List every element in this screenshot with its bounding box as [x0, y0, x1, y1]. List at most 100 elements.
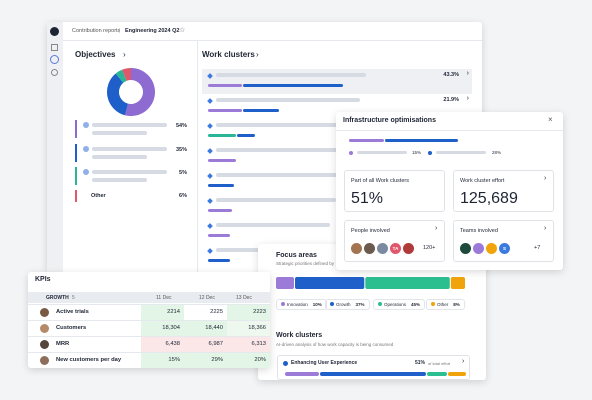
- diamond-icon: [207, 173, 213, 179]
- chevron[interactable]: ›: [544, 175, 547, 182]
- bar-segment: [208, 84, 242, 87]
- nav-icon[interactable]: [50, 55, 59, 64]
- infra-popup: Infrastructure optimisations × 15% 28% P…: [336, 112, 563, 270]
- column-header: 13 Dec: [236, 295, 252, 301]
- placeholder: [92, 170, 167, 174]
- cluster-row[interactable]: [207, 172, 469, 192]
- cluster-row[interactable]: 21.9% ›: [207, 95, 469, 117]
- avatar: [40, 308, 49, 317]
- group-name[interactable]: GROWTH: [46, 295, 69, 301]
- objectives-title[interactable]: Objectives: [75, 50, 116, 59]
- placeholder: [216, 148, 348, 152]
- icon: [283, 361, 288, 366]
- kpi-row[interactable]: Active trials 2214 2225 2223: [28, 304, 270, 320]
- avatar: [351, 243, 362, 254]
- objective-value: 6%: [179, 193, 187, 199]
- focus-subtitle: Strategic priorities defined by: [276, 261, 335, 266]
- check-icon: [83, 122, 89, 128]
- avatar: [364, 243, 375, 254]
- objective-row[interactable]: Other 6%: [75, 190, 187, 202]
- bar-segment: [285, 372, 319, 376]
- bar-segment: [208, 109, 242, 112]
- breadcrumb[interactable]: Contribution reports: [72, 28, 121, 34]
- kpi-title: KPIs: [35, 276, 51, 283]
- cluster-row[interactable]: [207, 222, 469, 242]
- cluster-share: 21.9%: [443, 97, 459, 103]
- kpi-label: Active trials: [56, 309, 89, 315]
- cluster-row[interactable]: [207, 197, 469, 217]
- legend-name: Other: [437, 302, 449, 307]
- avatar: TA: [390, 243, 401, 254]
- team-icon: S: [499, 243, 510, 254]
- stat-card[interactable]: Part of all Work clusters 51%: [344, 170, 445, 212]
- cluster-row[interactable]: [207, 147, 469, 167]
- kpi-row[interactable]: New customers per day 15% 29% 20%: [28, 352, 270, 368]
- kpi-cell: 15%: [141, 353, 184, 368]
- divider: [197, 41, 198, 272]
- diamond-icon: [207, 73, 213, 79]
- chevron[interactable]: ›: [256, 50, 259, 59]
- kpi-row[interactable]: MRR 6,438 6,987 6,313: [28, 336, 270, 352]
- legend-value: 15%: [412, 150, 422, 155]
- chevron[interactable]: ›: [544, 225, 547, 232]
- legend-item: Other 8%: [426, 299, 465, 310]
- chevron[interactable]: ›: [462, 358, 465, 365]
- kpi-row[interactable]: Customers 18,304 18,440 18,366: [28, 320, 270, 336]
- chevron[interactable]: ›: [123, 50, 126, 59]
- donut: [107, 68, 155, 116]
- objective-row[interactable]: 5%: [75, 167, 187, 185]
- placeholder: [216, 173, 342, 177]
- diamond-icon: [207, 98, 213, 104]
- diamond-icon: [207, 123, 213, 129]
- bar-segment: [208, 259, 230, 262]
- nav-icon[interactable]: [51, 69, 58, 76]
- bar-segment: [208, 234, 230, 237]
- chevron[interactable]: ›: [435, 225, 438, 232]
- chevron[interactable]: ›: [466, 70, 469, 77]
- legend-name: Operations: [384, 302, 407, 307]
- teams-card[interactable]: Teams involved › S +7: [453, 220, 554, 262]
- divider: [336, 130, 563, 131]
- placeholder: [92, 123, 167, 127]
- legend-value: 28%: [492, 150, 502, 155]
- group-count: 5: [72, 295, 75, 301]
- kpi-label: Customers: [56, 325, 87, 331]
- objective-row[interactable]: 54%: [75, 120, 187, 138]
- team-icon: [473, 243, 484, 254]
- placeholder: [216, 123, 354, 127]
- bar-segment: [427, 372, 447, 376]
- kpi-cell: 6,313: [227, 337, 270, 352]
- star[interactable]: ☆: [179, 27, 186, 34]
- bar-segment: [208, 209, 232, 212]
- logo[interactable]: [50, 27, 59, 36]
- bar-segment: [208, 184, 234, 187]
- separator: |: [119, 28, 121, 34]
- legend-value: 8%: [453, 302, 460, 307]
- legend-item: Growth 37%: [325, 299, 370, 310]
- legend-value: 37%: [355, 302, 365, 307]
- chevron[interactable]: ›: [466, 95, 469, 102]
- cluster-row[interactable]: [207, 122, 469, 142]
- legend-item: Operations 45%: [373, 299, 426, 310]
- close-button[interactable]: ×: [548, 115, 553, 124]
- placeholder: [92, 178, 147, 182]
- legend-dot: [349, 151, 353, 155]
- work-clusters-title[interactable]: Work clusters: [202, 50, 255, 59]
- bar-segment: [243, 109, 279, 112]
- nav-icon[interactable]: [51, 44, 58, 51]
- people-card[interactable]: People involved › TA 120+: [344, 220, 445, 262]
- bar-segment: [208, 134, 236, 137]
- kpi-cell: 20%: [227, 353, 270, 368]
- kpi-cell: 29%: [184, 353, 227, 368]
- placeholder: [216, 98, 360, 102]
- cluster-row[interactable]: 43.3% ›: [207, 70, 469, 92]
- cluster-card[interactable]: Enhancing User Experience 51% of total e…: [277, 355, 470, 380]
- focus-bar: [276, 277, 465, 289]
- objective-row[interactable]: 35%: [75, 144, 187, 162]
- legend-dot: [431, 302, 435, 306]
- cluster-share: 51%: [415, 360, 426, 366]
- stat-card[interactable]: Work cluster effort › 125,689: [453, 170, 554, 212]
- infra-title: Infrastructure optimisations: [343, 117, 436, 124]
- clusters-subtitle: AI-driven analysis of how work capacity …: [276, 342, 394, 347]
